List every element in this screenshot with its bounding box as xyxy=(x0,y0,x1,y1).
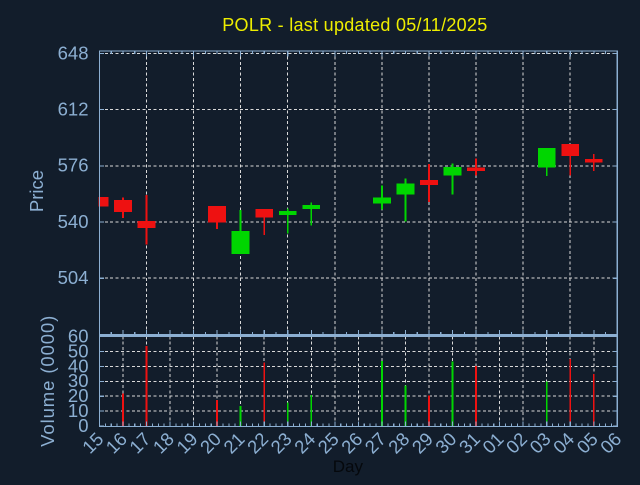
svg-text:20: 20 xyxy=(68,385,89,406)
svg-text:Day: Day xyxy=(333,457,364,476)
svg-text:612: 612 xyxy=(58,99,89,120)
svg-text:Volume (0000): Volume (0000) xyxy=(37,315,58,447)
svg-text:50: 50 xyxy=(68,340,89,361)
svg-text:576: 576 xyxy=(58,155,89,176)
svg-text:10: 10 xyxy=(68,400,89,421)
svg-text:540: 540 xyxy=(58,211,89,232)
svg-text:648: 648 xyxy=(58,42,89,63)
svg-text:60: 60 xyxy=(68,326,89,347)
svg-text:504: 504 xyxy=(58,267,89,288)
svg-text:40: 40 xyxy=(68,355,89,376)
svg-text:Price: Price xyxy=(26,170,47,212)
svg-text:30: 30 xyxy=(68,370,89,391)
svg-text:0: 0 xyxy=(78,415,88,436)
svg-text:POLR - last updated 05/11/2025: POLR - last updated 05/11/2025 xyxy=(222,15,487,35)
